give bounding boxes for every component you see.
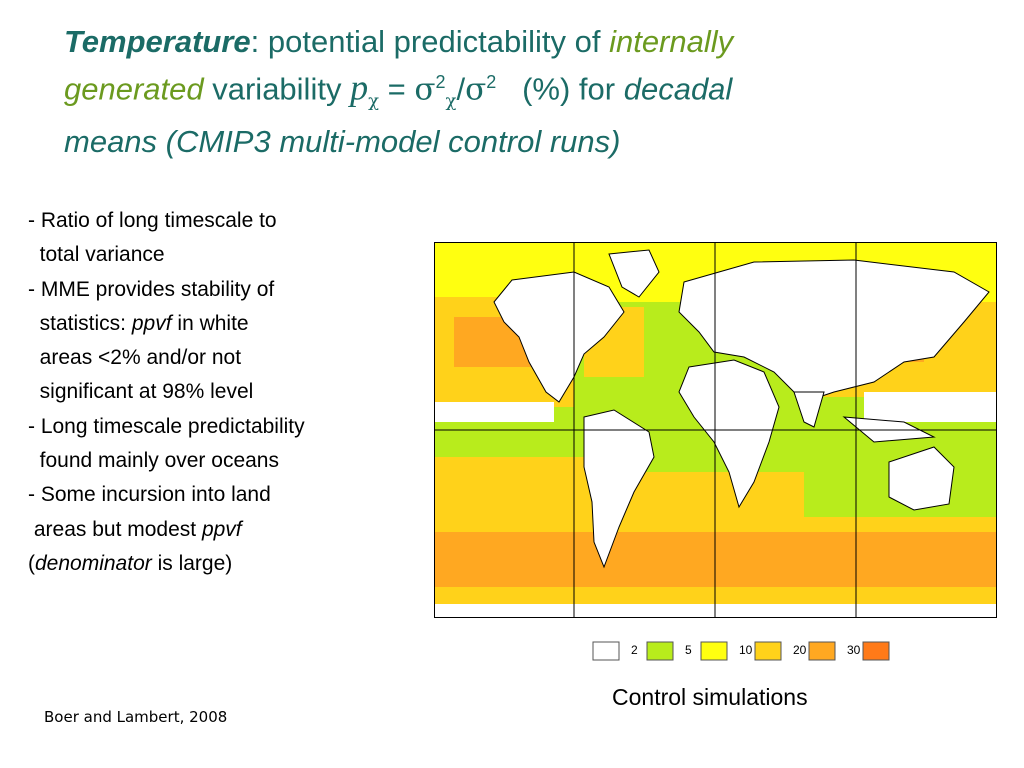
legend-label: 20 (793, 643, 807, 657)
greenland (608, 249, 660, 298)
bullet-italic-ppvf: ppvf (201, 517, 242, 541)
title-sup-2: 2 (486, 72, 497, 92)
bullet-text: statistics: (39, 311, 132, 335)
bullet-list: - Ratio of long timescale to total varia… (28, 204, 418, 581)
title-equals: = (378, 71, 415, 107)
india (793, 391, 825, 428)
australia (888, 446, 955, 511)
bullet-text: is large) (151, 551, 233, 575)
legend-label: 30 (847, 643, 861, 657)
legend-swatch (646, 641, 674, 661)
bullet-line: found mainly over oceans (28, 444, 418, 478)
bullet-text: found mainly over oceans (39, 449, 279, 473)
title-word-temperature: Temperature (64, 24, 251, 59)
white-equatorial-pacific (434, 402, 554, 422)
bullet-line: - MME provides stability of (28, 277, 275, 301)
bullet-line: statistics: ppvf in white (28, 307, 418, 341)
bullet-italic-denominator: denominator (35, 551, 152, 575)
title-word-internally: internally (609, 24, 734, 59)
bullet-line: areas <2% and/or not (28, 341, 418, 375)
title-sigma-1: σ (414, 71, 436, 108)
africa (678, 359, 780, 509)
legend-label: 5 (685, 643, 692, 657)
slide-title: Temperature: potential predictability of… (64, 22, 984, 162)
title-line-3: means (CMIP3 multi-model control runs) (64, 123, 621, 159)
bullet-text: total variance (39, 243, 165, 267)
bullet-text: in white (171, 311, 249, 335)
band-s-pacific (434, 457, 604, 527)
citation: Boer and Lambert, 2008 (44, 708, 228, 726)
bullet-line: - Ratio of long timescale to (28, 209, 277, 232)
map-grid (434, 242, 997, 618)
bullet-line: areas but modest ppvf (28, 513, 418, 547)
legend-swatch (754, 641, 782, 661)
bullet-line: significant at 98% level (28, 375, 418, 409)
north-america (493, 271, 625, 403)
bullet-line: - Long timescale predictability (28, 414, 305, 438)
white-w-pacific (864, 392, 997, 422)
bullet-text: ( (28, 551, 35, 575)
map-caption: Control simulations (612, 684, 808, 710)
title-sup-1: 2 (435, 72, 446, 92)
title-chi-sub: χ (368, 90, 379, 112)
legend-swatch (592, 641, 620, 661)
title-slash: / (456, 71, 466, 107)
bullet-italic-ppvf: ppvf (131, 311, 172, 335)
title-p: p (350, 67, 369, 108)
legend-label: 10 (739, 643, 753, 657)
legend: 2 5 10 20 30 (592, 641, 890, 661)
bullet-line: - Some incursion into land (28, 483, 271, 507)
title-pct: (%) for (522, 71, 624, 107)
legend-swatch (808, 641, 836, 661)
bullet-text: significant at 98% level (39, 380, 254, 404)
title-chi-sub-2: χ (445, 90, 457, 112)
bullet-text: areas but modest (33, 517, 202, 541)
title-text-2: variability (203, 71, 351, 107)
europe-asia (678, 259, 990, 403)
bullet-text: areas <2% and/or not (39, 346, 242, 370)
legend-label: 2 (631, 643, 638, 657)
title-sigma-2: σ (465, 71, 487, 108)
legend-swatch (700, 641, 728, 661)
world-predictability-map (434, 242, 997, 618)
legend-swatch (862, 641, 890, 661)
title-word-decadal: decadal (623, 71, 733, 107)
continents (434, 249, 997, 618)
title-word-generated: generated (64, 71, 204, 107)
south-america (583, 409, 655, 569)
bullet-line: total variance (28, 238, 418, 272)
title-text-1: : potential predictability of (250, 24, 610, 59)
bullet-line: (denominator is large) (28, 547, 418, 581)
